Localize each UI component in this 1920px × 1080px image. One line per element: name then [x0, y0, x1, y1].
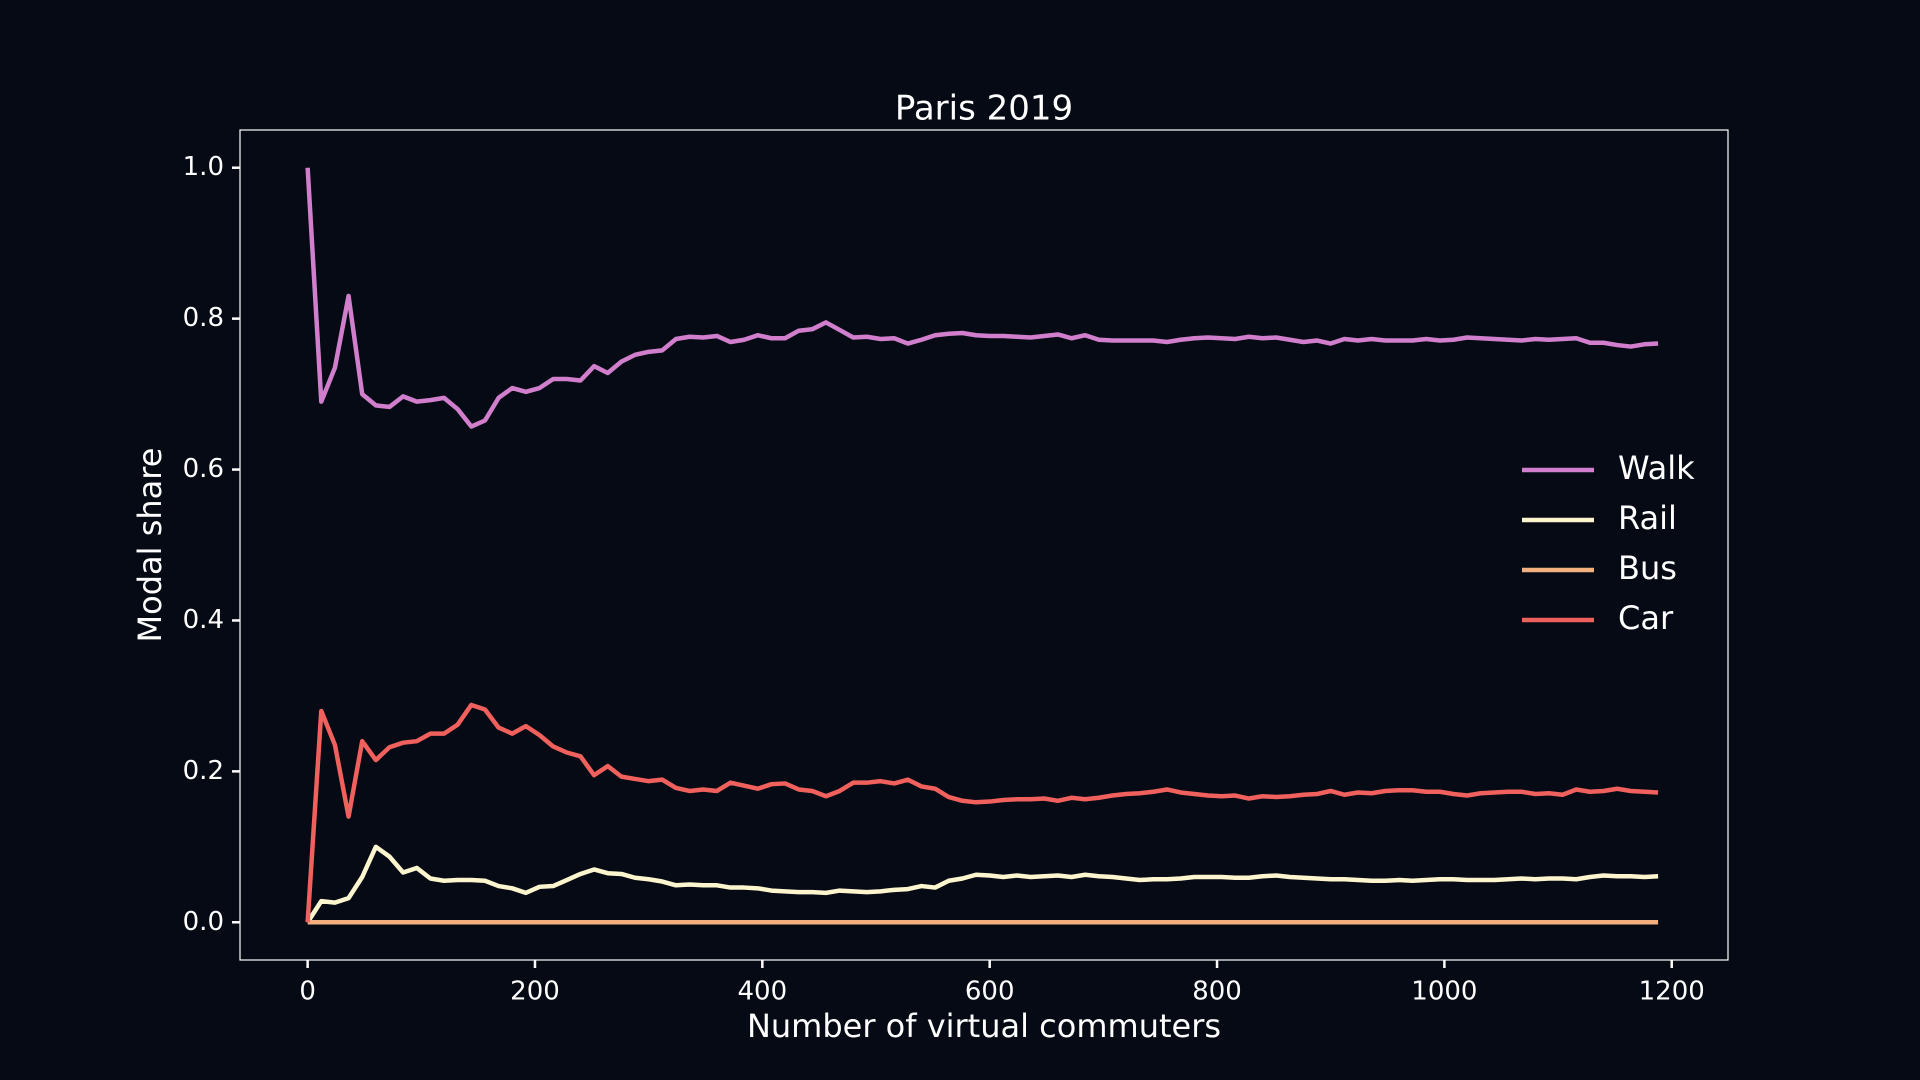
legend-label: Rail	[1618, 499, 1677, 537]
x-axis-label: Number of virtual commuters	[747, 1007, 1221, 1045]
y-tick-label: 0.4	[183, 605, 224, 635]
x-tick-label: 400	[738, 977, 788, 1007]
plot-frame	[239, 129, 1729, 961]
series-line	[305, 844, 1659, 924]
legend-label: Bus	[1618, 549, 1677, 587]
y-tick-label: 0.2	[183, 756, 224, 786]
chart-title: Paris 2019	[895, 89, 1073, 129]
x-tick-label: 800	[1192, 977, 1242, 1007]
y-tick-label: 0.0	[183, 907, 224, 937]
x-tick-label: 0	[299, 977, 316, 1007]
series-line	[305, 167, 1659, 429]
series-line	[305, 702, 1659, 923]
y-tick-label: 0.6	[183, 454, 224, 484]
legend-label: Walk	[1618, 449, 1695, 487]
y-tick-label: 1.0	[183, 152, 224, 182]
x-tick-label: 600	[965, 977, 1015, 1007]
x-tick-label: 1200	[1639, 977, 1705, 1007]
y-tick-label: 0.8	[183, 303, 224, 333]
y-axis-label: Modal share	[131, 448, 169, 643]
x-tick-label: 200	[510, 977, 560, 1007]
legend-label: Car	[1618, 599, 1674, 637]
x-tick-label: 1000	[1411, 977, 1477, 1007]
